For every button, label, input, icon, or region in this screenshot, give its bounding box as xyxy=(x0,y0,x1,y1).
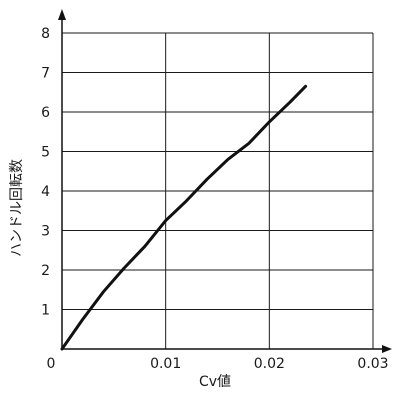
y-tick-label-3: 3 xyxy=(41,224,50,240)
y-axis-title: ハンドル回転数 xyxy=(9,159,25,257)
tick-labels: 1 2 3 4 5 6 7 8 0.01 0.02 0.03 xyxy=(41,26,389,372)
axes xyxy=(58,9,392,353)
x-axis-arrow xyxy=(382,345,392,353)
x-axis-title: Cv値 xyxy=(199,374,231,390)
y-tick-label-5: 5 xyxy=(41,145,50,161)
x-tick-label-0.02: 0.02 xyxy=(254,356,285,372)
y-tick-label-8: 8 xyxy=(41,26,50,42)
y-tick-label-2: 2 xyxy=(41,263,50,279)
grid xyxy=(62,32,374,349)
y-tick-label-6: 6 xyxy=(41,105,50,121)
y-axis-arrow xyxy=(58,9,66,20)
series-line-0 xyxy=(60,84,308,351)
x-tick-label-0.03: 0.03 xyxy=(357,356,388,372)
x-tick-label-0.01: 0.01 xyxy=(150,356,181,372)
series-group xyxy=(60,84,308,351)
origin-label: 0 xyxy=(47,356,56,372)
y-tick-label-4: 4 xyxy=(41,184,50,200)
y-tick-label-7: 7 xyxy=(41,66,50,82)
y-tick-label-1: 1 xyxy=(41,303,50,319)
